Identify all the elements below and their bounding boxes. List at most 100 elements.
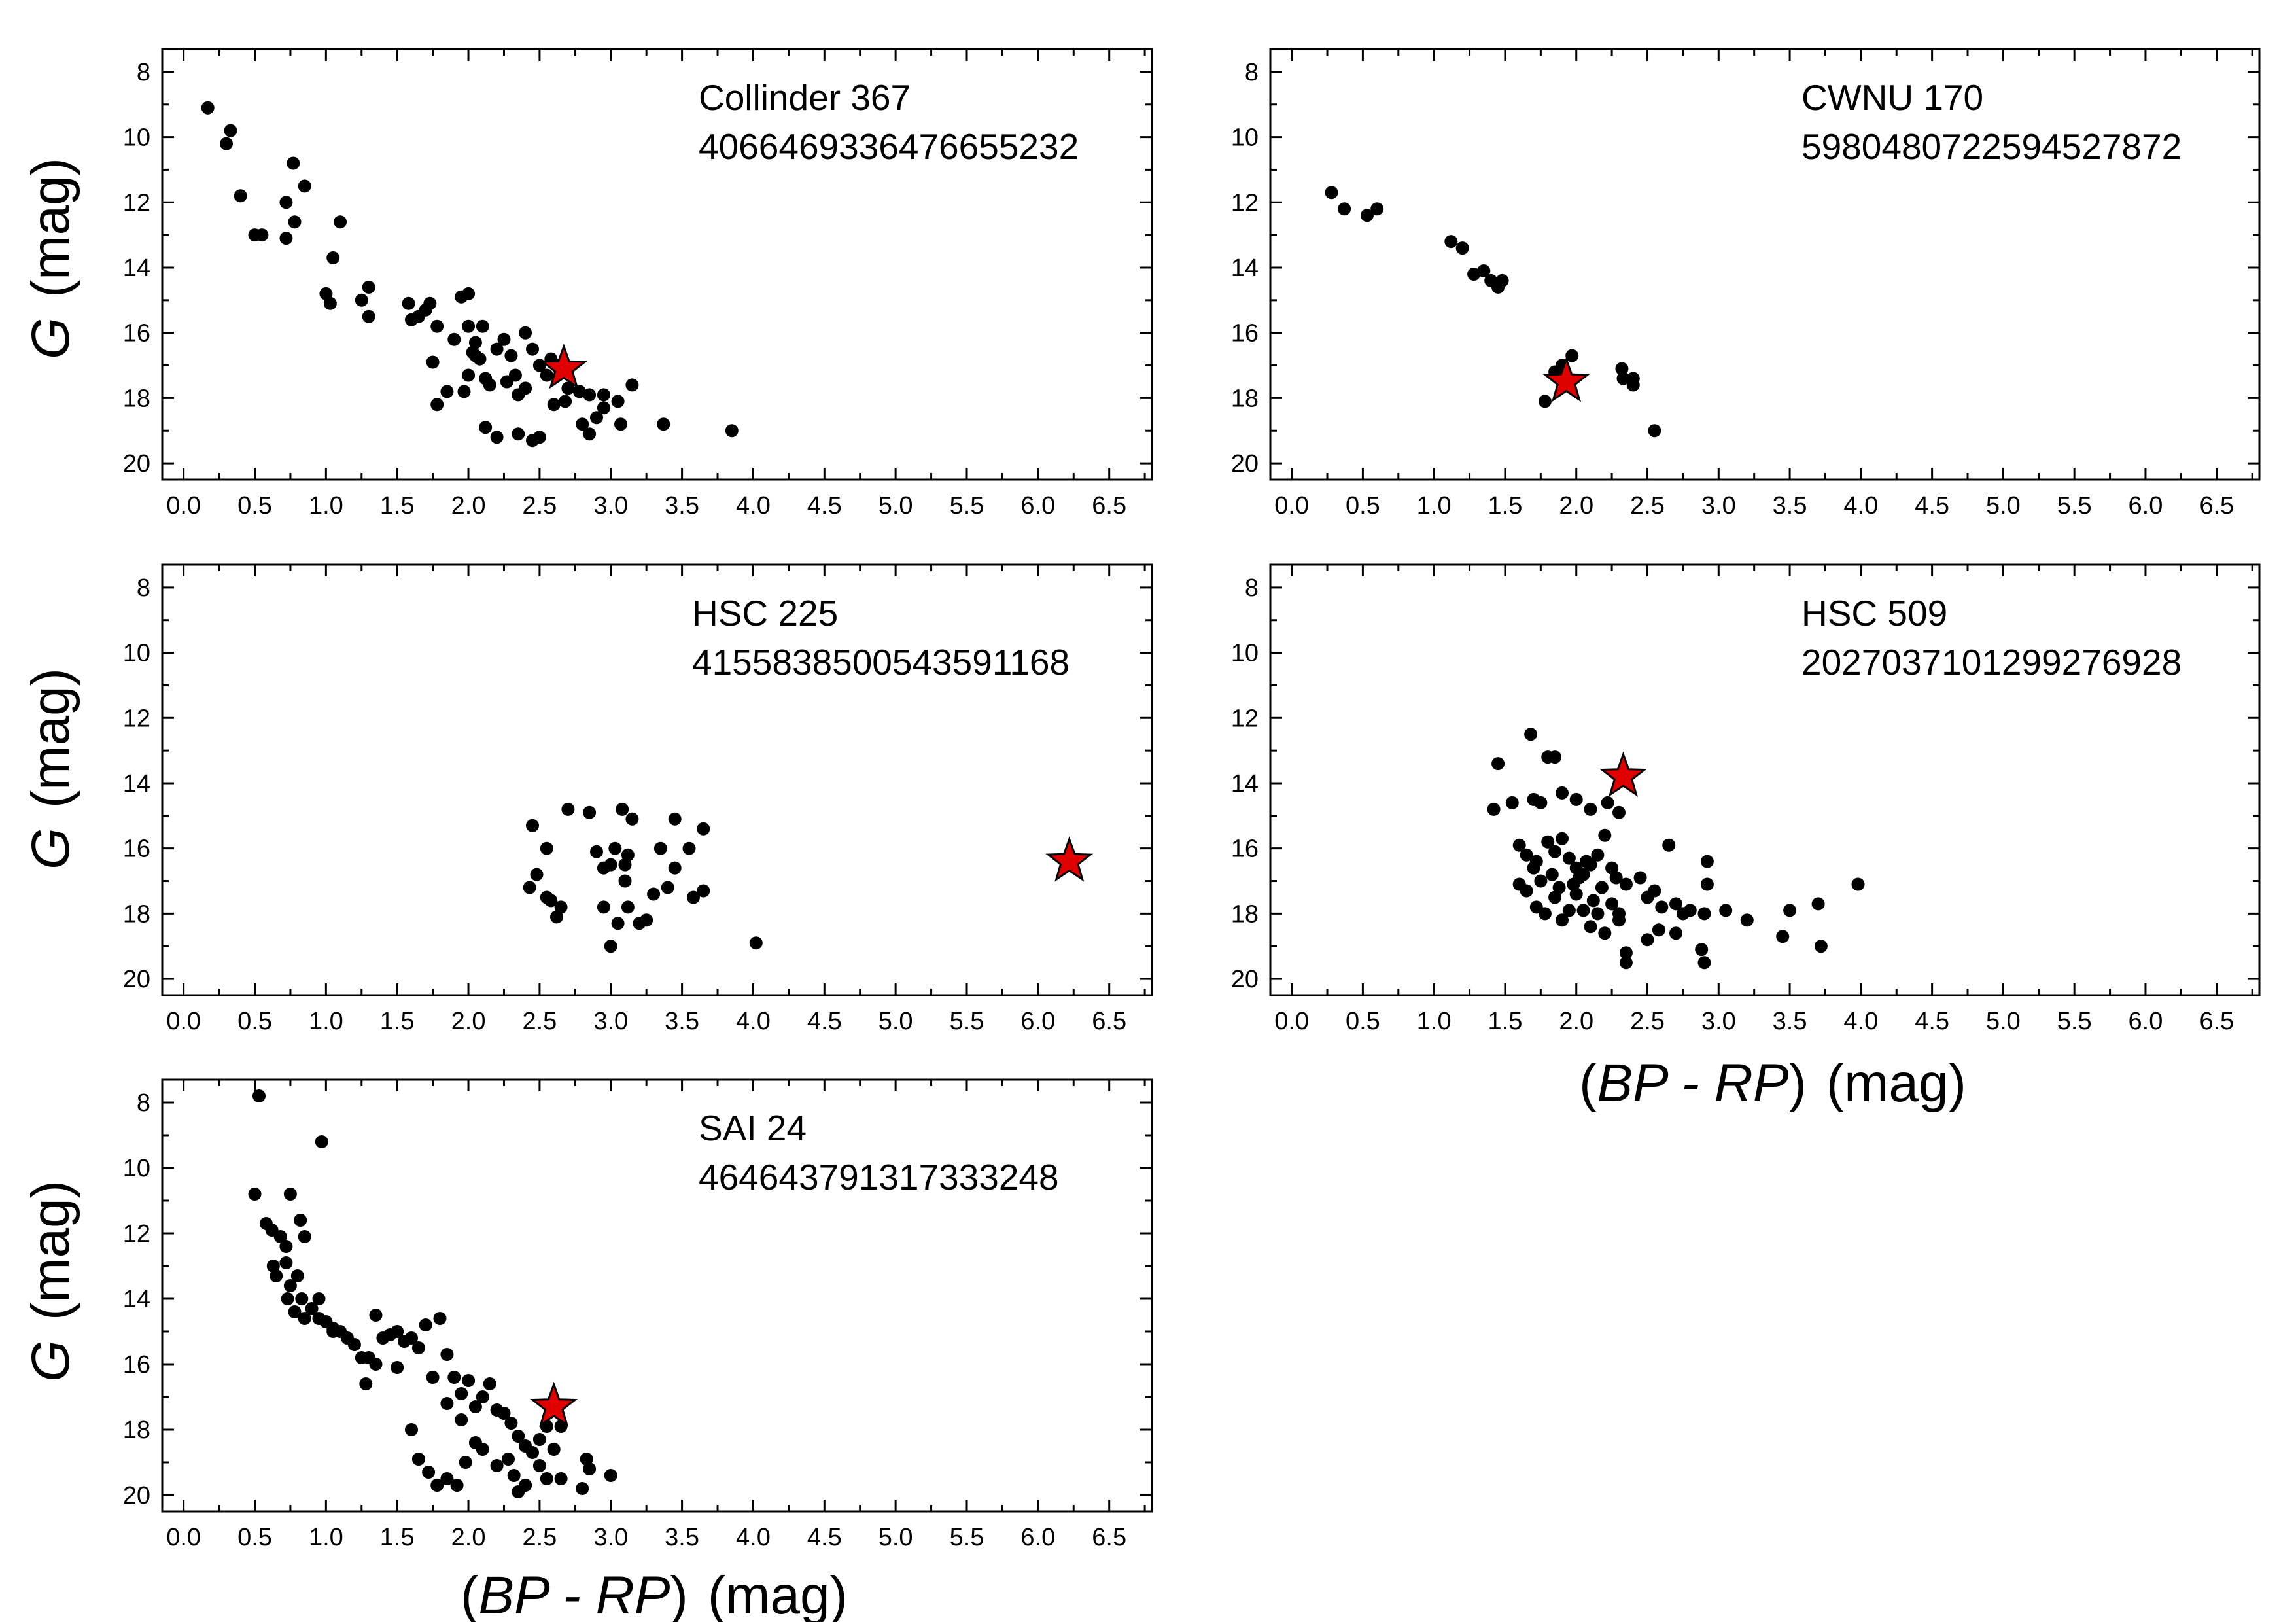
cluster-member-point — [1591, 848, 1605, 862]
x-tick-label: 2.5 — [1630, 1008, 1665, 1035]
cluster-member-point — [597, 900, 610, 914]
y-tick-label: 18 — [1231, 385, 1259, 412]
x-tick-label: 4.5 — [807, 1524, 842, 1551]
cluster-member-point — [497, 1407, 511, 1420]
cluster-member-point — [294, 1214, 307, 1227]
y-tick-label: 8 — [1245, 574, 1259, 602]
cluster-member-point — [1633, 871, 1647, 885]
cluster-member-point — [661, 881, 674, 894]
y-tick-label: 14 — [1231, 770, 1259, 798]
cluster-member-point — [583, 1462, 597, 1475]
cluster-member-point — [440, 1472, 454, 1485]
cluster-member-point — [590, 411, 603, 425]
cluster-member-point — [583, 805, 597, 819]
cluster-member-point — [405, 1423, 418, 1436]
source-id: 4066469336476655232 — [699, 126, 1079, 167]
plot-frame — [1269, 48, 2261, 481]
cluster-name-hsc-509: HSC 509 — [1801, 593, 1947, 633]
x-tick-label: 6.5 — [1092, 492, 1126, 520]
cluster-member-point — [725, 424, 739, 438]
x-tick-label: 1.5 — [380, 1524, 415, 1551]
cluster-member-point — [540, 368, 553, 382]
cluster-member-point — [507, 1469, 521, 1482]
x-tick-label: 6.5 — [2199, 492, 2234, 520]
cluster-member-point — [502, 1453, 515, 1466]
cluster-member-point — [497, 332, 511, 346]
cluster-member-point — [647, 887, 661, 901]
cluster-member-point — [1520, 848, 1533, 862]
y-tick-label: 20 — [123, 450, 150, 478]
cluster-member-point — [547, 398, 561, 412]
cluster-member-point — [483, 378, 496, 392]
cluster-member-point — [1527, 861, 1540, 875]
cluster-member-point — [347, 1338, 361, 1351]
cluster-member-point — [479, 421, 493, 434]
cluster-member-point — [580, 1453, 593, 1466]
cluster-member-point — [462, 319, 476, 333]
cluster-member-point — [1360, 209, 1374, 222]
cluster-member-point — [1616, 372, 1630, 385]
cluster-member-point — [616, 802, 629, 816]
cluster-member-point — [459, 1456, 472, 1469]
x-tick-label: 5.5 — [2057, 1008, 2092, 1035]
cluster-member-point — [490, 342, 504, 356]
y-axis-title-row-1: G(mag) — [21, 158, 80, 359]
y-tick-label: 18 — [123, 1417, 150, 1444]
cluster-member-point — [1338, 202, 1351, 216]
cluster-member-point — [576, 1482, 589, 1495]
cluster-member-point — [1584, 920, 1597, 934]
cluster-member-point — [450, 1479, 464, 1492]
cluster-member-point — [590, 845, 603, 858]
x-tick-label: 3.0 — [593, 1008, 628, 1035]
x-tick-label: 4.5 — [1915, 1008, 1949, 1035]
cluster-member-point — [614, 417, 627, 431]
x-tick-label: 3.5 — [665, 1524, 699, 1551]
cluster-member-point — [468, 336, 482, 349]
cluster-member-point — [1669, 897, 1682, 911]
x-tick-label: 5.0 — [1986, 492, 2021, 520]
x-tick-label: 1.5 — [1488, 492, 1523, 520]
cluster-name-collinder-367: Collinder 367 — [699, 77, 911, 118]
cluster-member-point — [1524, 728, 1538, 741]
cluster-member-point — [1552, 881, 1566, 894]
cluster-member-point — [248, 1188, 262, 1201]
cluster-member-point — [561, 802, 575, 816]
y-tick-label: 16 — [1231, 836, 1259, 863]
cluster-member-point — [1683, 904, 1697, 917]
x-tick-label: 5.5 — [950, 1008, 984, 1035]
x-tick-label: 4.5 — [807, 1008, 842, 1035]
cluster-member-point — [279, 1256, 293, 1269]
cluster-member-point — [1740, 913, 1754, 927]
x-tick-label: 3.0 — [1701, 492, 1736, 520]
cluster-member-point — [1370, 202, 1384, 216]
cluster-member-point — [224, 124, 237, 137]
cluster-member-point — [447, 332, 461, 346]
plot-frame — [161, 563, 1153, 996]
x-tick-label: 2.0 — [1559, 492, 1593, 520]
cluster-member-point — [625, 812, 639, 826]
cluster-member-point — [359, 1377, 373, 1390]
cluster-member-point — [1562, 851, 1576, 865]
cluster-member-point — [559, 395, 572, 408]
panel-hsc-225: 0.0 0.5 1.0 1.5 2.0 2.5 3.0 3.5 4.0 4.5 5.0 5.5 6.0 6… — [123, 563, 1153, 1035]
cluster-member-point — [1477, 264, 1491, 277]
cluster-member-point — [423, 296, 437, 310]
cluster-member-point — [597, 401, 610, 415]
cluster-member-point — [433, 1312, 447, 1325]
cluster-member-point — [468, 349, 482, 362]
cluster-member-point — [697, 884, 710, 898]
y-tick-label: 14 — [1231, 255, 1259, 282]
y-tick-label: 10 — [1231, 124, 1259, 152]
cluster-member-point — [523, 881, 536, 894]
cluster-member-point — [540, 841, 553, 855]
x-tick-label: 1.5 — [380, 1008, 415, 1035]
cluster-member-point — [1648, 884, 1661, 898]
cluster-member-point — [430, 398, 444, 412]
cluster-member-point — [526, 342, 539, 356]
source-id: 2027037101299276928 — [1801, 642, 2182, 682]
x-tick-label: 0.0 — [166, 1008, 201, 1035]
x-tick-label: 6.0 — [2129, 492, 2163, 520]
cluster-member-point — [668, 812, 682, 826]
x-tick-label: 5.0 — [878, 1524, 913, 1551]
